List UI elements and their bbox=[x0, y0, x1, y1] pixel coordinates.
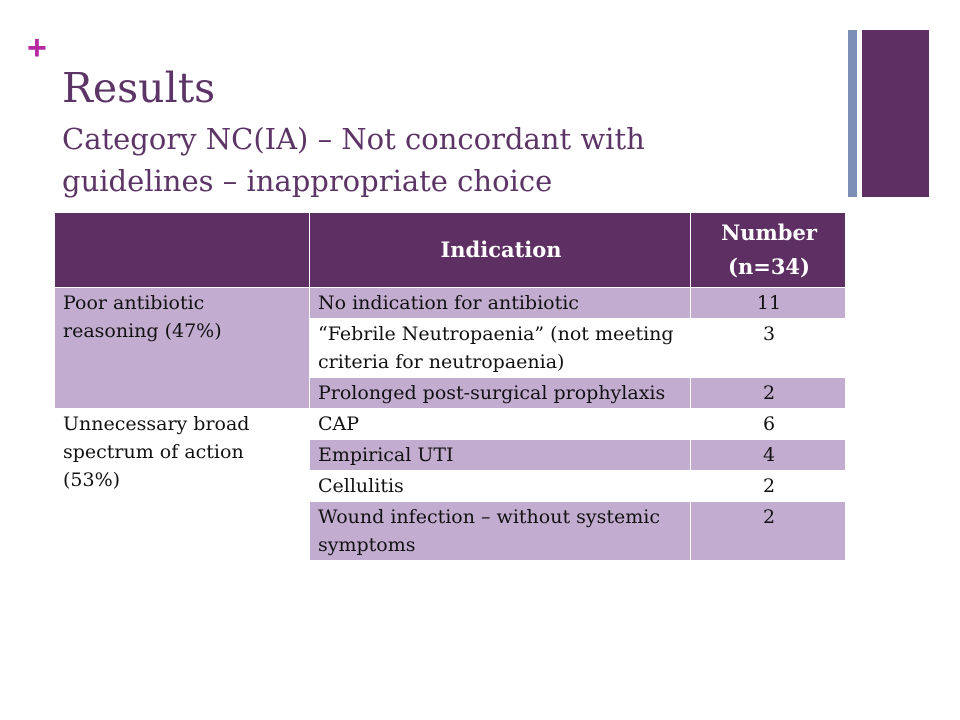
category-cell: Poor antibiotic reasoning (47%) bbox=[54, 287, 310, 409]
indication-cell: Cellulitis bbox=[309, 470, 691, 502]
header-number: Number (n=34) bbox=[690, 212, 846, 288]
number-cell: 2 bbox=[690, 377, 846, 409]
table-row: Wound infection – without systemic sympt… bbox=[55, 501, 846, 561]
indication-cell: Prolonged post-surgical prophylaxis bbox=[309, 377, 691, 409]
indication-cell: “Febrile Neutropaenia” (not meeting crit… bbox=[309, 318, 691, 378]
number-cell: 4 bbox=[690, 439, 846, 471]
table-row: “Febrile Neutropaenia” (not meeting crit… bbox=[55, 318, 846, 378]
table-row: Prolonged post-surgical prophylaxis 2 bbox=[55, 377, 846, 409]
table-header-row: Indication Number (n=34) bbox=[54, 212, 846, 288]
indication-cell: Empirical UTI bbox=[309, 439, 691, 471]
category-cell: Unnecessary broad spectrum of action (53… bbox=[54, 408, 310, 561]
decorative-bar-thick bbox=[862, 30, 929, 197]
decorative-bar-thin bbox=[848, 30, 857, 197]
results-table: Indication Number (n=34) Poor antibiotic… bbox=[54, 212, 846, 561]
number-cell: 11 bbox=[690, 287, 846, 319]
table-row: Cellulitis 2 bbox=[55, 470, 846, 502]
plus-icon: + bbox=[27, 29, 47, 67]
slide-subtitle: Category NC(IA) – Not concordant with gu… bbox=[62, 122, 645, 198]
header-category bbox=[54, 212, 310, 288]
number-cell: 3 bbox=[690, 318, 846, 378]
number-cell: 6 bbox=[690, 408, 846, 440]
number-cell: 2 bbox=[690, 501, 846, 561]
table-row: Unnecessary broad spectrum of action (53… bbox=[54, 408, 846, 561]
indication-cell: No indication for antibiotic bbox=[309, 287, 691, 319]
table-row: Poor antibiotic reasoning (47%) No indic… bbox=[54, 287, 846, 409]
slide-title: Results bbox=[62, 64, 216, 112]
indication-cell: Wound infection – without systemic sympt… bbox=[309, 501, 691, 561]
header-indication: Indication bbox=[309, 212, 691, 288]
indication-cell: CAP bbox=[309, 408, 691, 440]
number-cell: 2 bbox=[690, 470, 846, 502]
